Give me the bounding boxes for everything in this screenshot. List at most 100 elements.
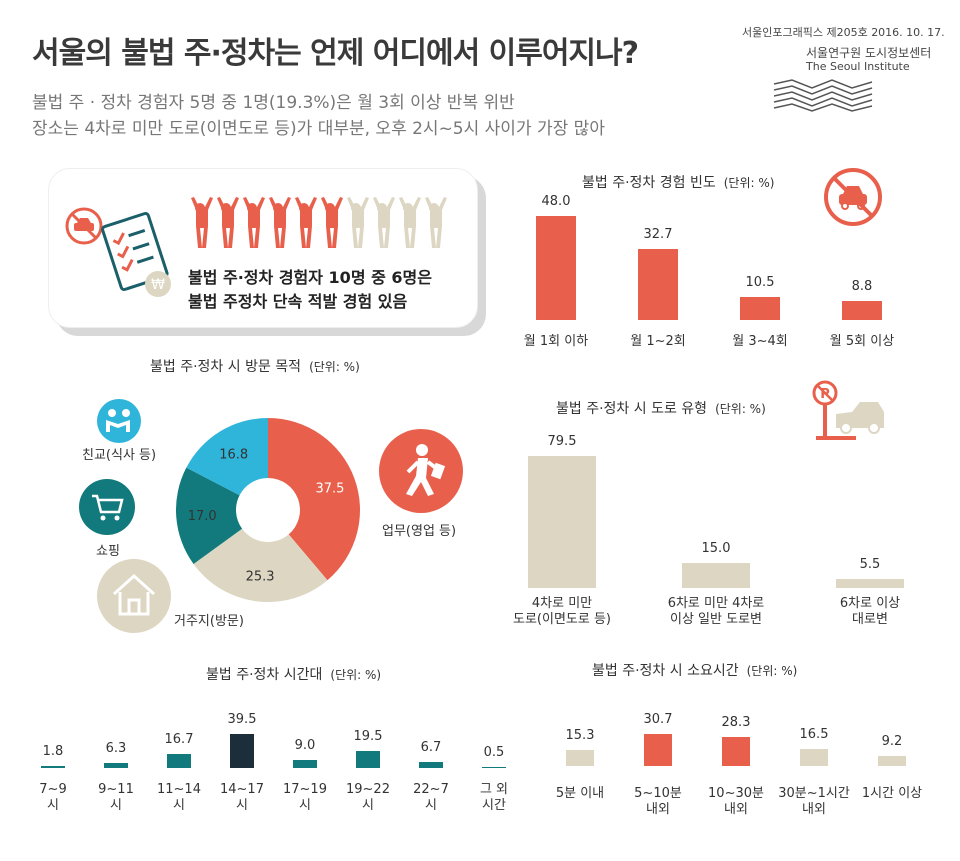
timeslot-bar (419, 762, 443, 768)
purpose-pie-slice (193, 528, 328, 602)
timeslot-category-line: 19~22 (346, 782, 390, 797)
purpose-unit: (단위: %) (309, 360, 360, 374)
timeslot-category-label: 22~7 시 (361, 782, 501, 814)
timeslot-bar (293, 760, 317, 768)
road-chart-title: 불법 주·정차 시 도로 유형 (단위: %) (556, 398, 766, 418)
purpose-pie-slice (268, 418, 360, 581)
timeslot-bar (482, 767, 506, 768)
duration-chart: 15.3 5분 이내 30.7 5~10분 내외 28.3 10~30분 내외 16.5 30분~… (530, 700, 950, 830)
parking-sign-car-icon: P (812, 380, 884, 440)
timeslot-chart: 1.8 7~9 시 6.3 9~11 시 16.7 11~14 시 39.5 14~17 시 9.0 17… (20, 700, 530, 830)
timeslot-title-text: 불법 주·정차 시간대 (206, 667, 323, 683)
timeslot-category-line: 시 (299, 798, 311, 813)
timeslot-category-line: 시 (236, 798, 248, 813)
frequency-category-line: 월 5회 이상 (829, 334, 895, 349)
timeslot-category-line: 9~11 (98, 782, 134, 797)
purpose-label-home: 거주지(방문) (174, 614, 244, 629)
purpose-label-shopping: 쇼핑 (96, 544, 120, 559)
road-category-line: 이상 일반 도로변 (670, 612, 762, 627)
duration-value-label: 15.3 (565, 728, 595, 744)
duration-chart-title: 불법 주·정차 시 소요시간 (단위: %) (592, 660, 797, 680)
road-value-label: 15.0 (701, 541, 731, 557)
road-category-label: 6차로 이상 대로변 (800, 596, 940, 628)
duration-value-label: 16.5 (799, 726, 829, 742)
person-icon (347, 197, 369, 248)
timeslot-bar (41, 766, 65, 768)
timeslot-bar (230, 734, 254, 768)
road-category-label: 4차로 미만 도로(이면도로 등) (492, 596, 632, 628)
road-bar (528, 456, 596, 588)
timeslot-category-label: 그 외 시간 (424, 782, 564, 814)
road-title-text: 불법 주·정차 시 도로 유형 (556, 401, 708, 417)
checklist-icon: ₩ (101, 211, 171, 297)
frequency-category-line: 월 1~2회 (630, 334, 686, 349)
duration-category-label: 1시간 이상 (822, 786, 960, 802)
road-category-line: 대로변 (852, 612, 888, 627)
duration-unit: (단위: %) (746, 664, 798, 678)
timeslot-category-line: 그 외 (479, 782, 509, 797)
purpose-pie-chart: 37.5 25.3 17.0 16.8 (176, 418, 360, 602)
frequency-title-text: 불법 주·정차 경험 빈도 (582, 175, 716, 191)
duration-category-label: 30분~1시간 내외 (744, 786, 884, 818)
person-icon (425, 197, 447, 248)
road-value-label: 5.5 (859, 556, 881, 572)
highlight-line-1: 불법 주·정차 경험자 10명 중 6명은 (188, 268, 432, 287)
subtitle-line-1: 불법 주 · 정차 경험자 5명 중 1명(19.3%)은 월 3회 이상 반복… (32, 93, 515, 113)
purpose-pie-value-label: 25.3 (246, 570, 275, 585)
frequency-category-label: 월 1~2회 (588, 334, 728, 350)
duration-category-line: 1시간 이상 (861, 786, 923, 801)
frequency-value-label: 48.0 (541, 194, 571, 209)
timeslot-category-line: 시 (110, 798, 122, 813)
duration-category-line: 내외 (646, 802, 670, 817)
road-category-line: 6차로 미만 4차로 (667, 596, 765, 611)
frequency-category-label: 월 1회 이하 (486, 334, 626, 350)
no-parking-car-icon (824, 168, 882, 226)
duration-category-label: 5분 이내 (510, 786, 650, 802)
timeslot-category-label: 19~22 시 (298, 782, 438, 814)
subtitle-line-2: 장소는 4차로 미만 도로(이면도로 등)가 대부분, 오후 2시~5시 사이가… (32, 119, 605, 139)
no-car-icon (65, 207, 103, 245)
business-person-icon (379, 429, 463, 513)
svg-text:₩: ₩ (151, 277, 165, 293)
highlight-text: 불법 주·정차 경험자 10명 중 6명은 불법 주정차 단속 적발 경험 있음 (188, 266, 432, 314)
timeslot-bar (167, 753, 191, 768)
purpose-pie-value-label: 37.5 (315, 481, 344, 496)
timeslot-value-label: 1.8 (42, 744, 64, 760)
person-icon (243, 197, 265, 248)
duration-value-label: 28.3 (721, 714, 751, 730)
road-unit: (단위: %) (715, 402, 766, 416)
timeslot-value-label: 19.5 (353, 729, 383, 745)
person-icon (321, 197, 343, 248)
frequency-value-label: 10.5 (745, 275, 775, 291)
timeslot-category-line: 시 (173, 798, 185, 813)
person-icon (373, 197, 395, 248)
person-icon (295, 197, 317, 248)
purpose-title-text: 불법 주·정차 시 방문 목적 (150, 359, 302, 375)
duration-bar (722, 736, 750, 766)
road-bar (682, 563, 750, 588)
frequency-chart-title: 불법 주·정차 경험 빈도 (단위: %) (582, 172, 774, 192)
timeslot-category-line: 시 (47, 798, 59, 813)
house-icon (97, 559, 171, 633)
frequency-bar (638, 249, 678, 320)
institute-name-kr: 서울연구원 도시정보센터 (806, 46, 932, 60)
duration-category-label: 10~30분 내외 (666, 786, 806, 818)
frequency-category-line: 월 1회 이하 (523, 334, 589, 349)
person-icon (217, 197, 239, 248)
frequency-category-label: 월 5회 이상 (792, 334, 932, 350)
duration-bar (644, 734, 672, 766)
timeslot-category-line: 17~19 (283, 782, 327, 797)
timeslot-value-label: 16.7 (164, 731, 194, 747)
timeslot-category-line: 시 (425, 798, 437, 813)
frequency-category-line: 월 3~4회 (732, 334, 788, 349)
page-title: 서울의 불법 주·정차는 언제 어디에서 이루어지나? (32, 36, 639, 71)
timeslot-value-label: 9.0 (294, 738, 316, 754)
timeslot-value-label: 6.7 (420, 740, 442, 756)
timeslot-unit: (단위: %) (330, 668, 382, 682)
duration-category-line: 5~10분 (634, 786, 682, 801)
road-chart: 79.5 4차로 미만 도로(이면도로 등) 15.0 6차로 미만 4차로 이상 일반 … (490, 420, 950, 627)
person-icon (269, 197, 291, 248)
duration-category-label: 5~10분 내외 (588, 786, 728, 818)
institute-logo-icon (773, 79, 873, 112)
duration-category-line: 10~30분 (708, 786, 764, 801)
